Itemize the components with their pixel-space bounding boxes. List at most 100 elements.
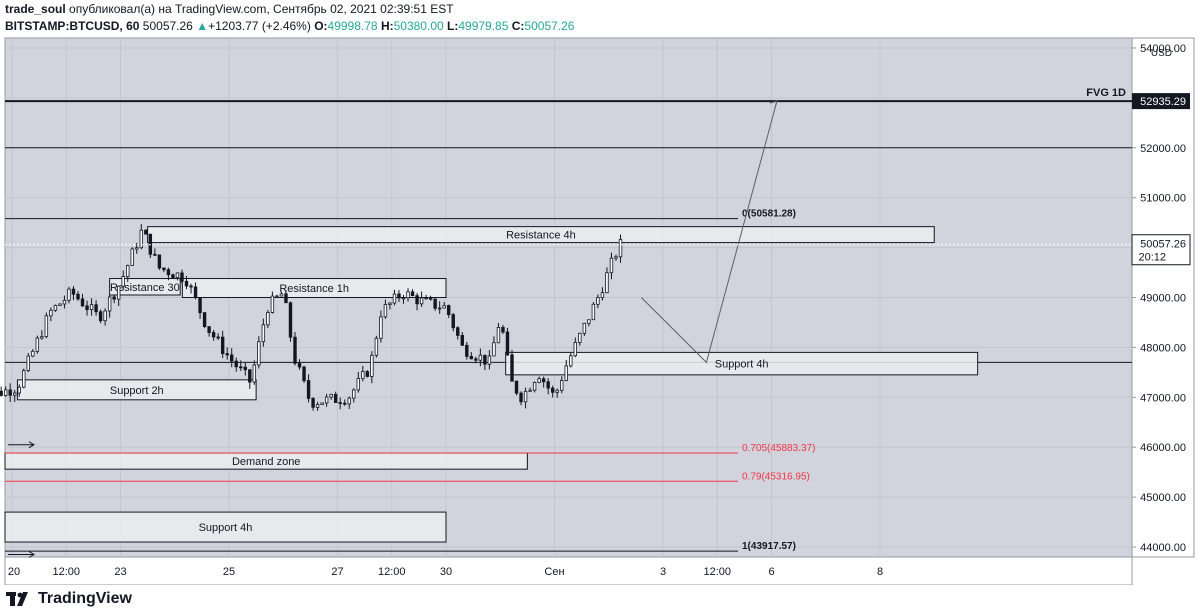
fib-level-label: 0.79(45316.95) [742,471,810,482]
candle [193,286,198,298]
candle [370,354,374,377]
x-tick-label: 8 [877,566,883,578]
price-change: +1203.77 (+2.46%) [208,19,311,33]
x-tick-label: 12:00 [52,566,80,578]
candle [239,366,243,369]
y-tick-label: 54000.00 [1140,43,1186,55]
candle [121,276,125,287]
candle [293,336,297,364]
publisher-details: опубликовал(а) на TradingView.com, Сентя… [65,2,454,16]
candle [148,233,153,255]
candle [13,392,17,396]
candle [596,297,600,305]
candle [135,247,139,250]
candle [582,322,587,334]
y-tick-label: 51000.00 [1140,193,1186,205]
candle [234,360,238,368]
y-tick-label: 47000.00 [1140,392,1186,404]
candle [31,350,35,357]
candle [600,292,605,298]
candle [76,293,80,300]
zone-box [16,379,257,401]
candle [98,311,103,322]
candle [157,254,162,269]
candle [17,386,21,394]
candle [329,393,333,398]
candle [365,371,370,377]
price-chart[interactable]: 44000.00 45000.00 46000.00 47000.00 48000.00… [0,0,1200,585]
candle [514,380,519,394]
countdown-label: 20:12 [1138,252,1166,264]
arrow-marker [8,441,35,449]
candle [94,304,98,313]
candle [306,380,311,399]
candle [130,248,134,266]
candle [546,381,550,389]
open-label: O: [314,19,328,33]
candle [447,305,451,316]
last-price-label: 50057.26 [1140,239,1186,251]
candle [361,371,365,379]
candle [487,355,492,365]
candle [401,297,406,300]
candle [505,331,510,356]
candle [275,295,279,298]
candle [496,327,501,344]
candle [428,297,433,300]
candle [397,293,401,299]
y-tick-label: 52000.00 [1140,143,1186,155]
fib-level-label: 1(43917.57) [742,541,796,552]
candle [184,280,189,287]
candle [35,337,40,352]
candle [0,390,3,396]
candle [338,402,342,404]
candle [609,257,614,274]
zone-box [505,351,979,376]
candle [523,390,528,403]
candle [614,256,618,259]
arrow-marker [8,551,35,558]
low-label: L: [447,19,459,33]
up-arrow-icon: ▲ [196,19,209,33]
candle [3,389,8,396]
candle [225,353,229,356]
candle [379,316,383,339]
candle [569,355,573,367]
candle [166,269,171,276]
candle [116,285,121,300]
close-value: 50057.26 [524,19,575,33]
candle [541,378,546,383]
price-axis [1131,37,1195,558]
candle [392,293,397,304]
ohlc-legend: BITSTAMP:BTCUSD, 60 50057.26 ▲+1203.77 (… [5,19,574,33]
candle [578,332,582,343]
x-tick-label: 23 [114,566,126,578]
candle [560,380,564,391]
candle [605,272,609,294]
brand-name: TradingView [38,590,132,607]
zone-box [109,278,181,296]
tradingview-logo[interactable]: TradingView [6,590,132,608]
candle [618,238,623,258]
candle [483,354,487,365]
candle [211,332,216,338]
candle [383,304,388,318]
x-tick-label: 12:00 [703,566,731,578]
candle [311,397,315,408]
x-tick-label: 27 [331,566,343,578]
candle [198,297,202,314]
candle [288,302,293,338]
candle [320,402,324,405]
fvg-price-label: 52935.29 [1140,96,1186,108]
y-tick-label: 45000.00 [1140,492,1186,504]
candle [189,285,193,288]
candle [171,274,175,278]
candle [139,229,143,249]
candle [532,382,537,391]
candle [591,303,596,321]
candle [80,298,85,307]
zone-label: Support 4h [199,522,253,534]
y-tick-label: 44000.00 [1140,542,1186,554]
candle [564,365,568,381]
candle [266,312,270,326]
